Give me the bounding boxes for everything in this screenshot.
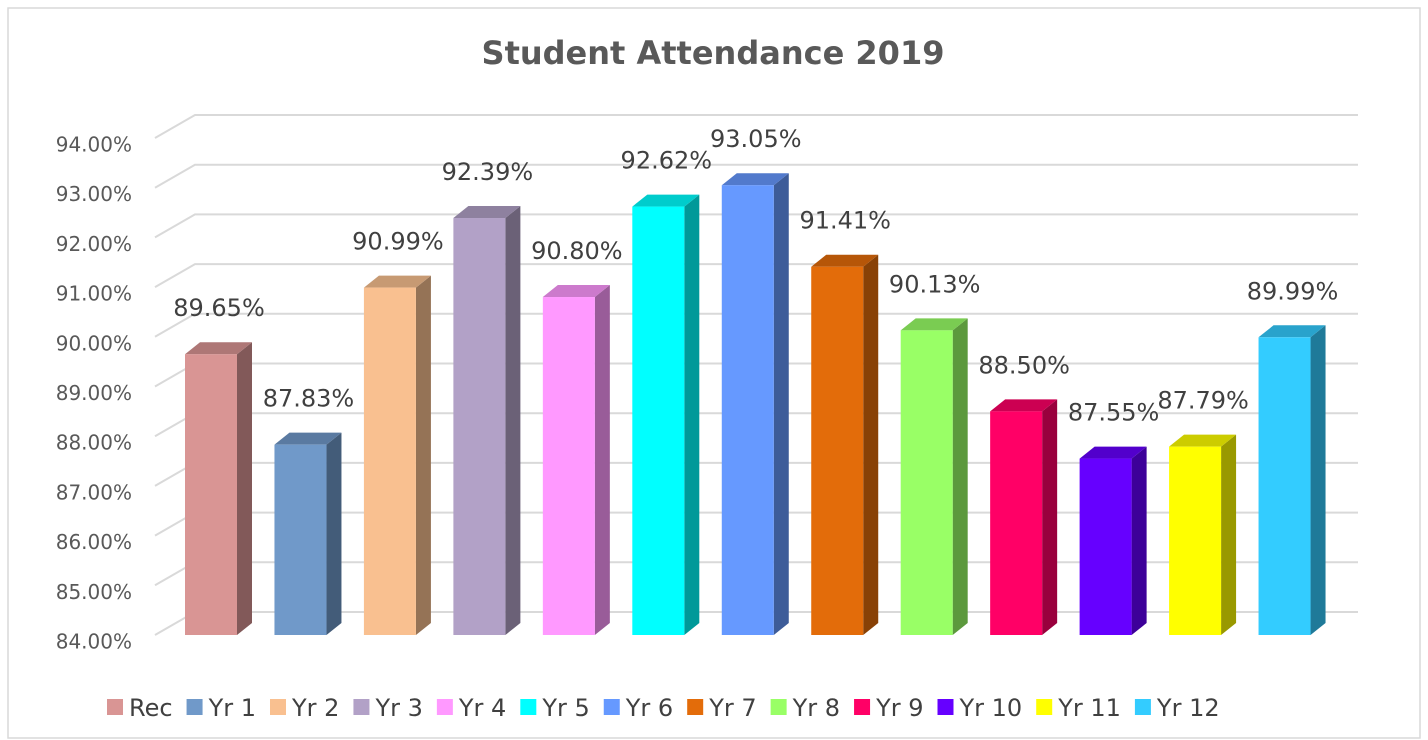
bar <box>274 444 327 635</box>
bar-top <box>1258 325 1326 338</box>
data-label: 89.65% <box>173 294 265 322</box>
grid-line <box>154 263 1358 288</box>
data-label: 90.99% <box>352 228 444 256</box>
data-label: 92.62% <box>621 147 713 175</box>
data-label: 87.79% <box>1157 387 1249 415</box>
bar <box>990 411 1043 635</box>
data-label: 90.80% <box>531 237 623 265</box>
legend-label: Yr 9 <box>875 694 923 722</box>
legend-label: Yr 11 <box>1057 694 1121 722</box>
bar <box>363 287 416 635</box>
data-label: 87.83% <box>263 385 355 413</box>
bar <box>721 185 774 635</box>
legend-swatch <box>603 699 620 715</box>
y-tick-label: 94.00% <box>56 133 132 157</box>
bar <box>542 297 595 635</box>
chart-title: Student Attendance 2019 <box>482 34 945 72</box>
y-tick-label: 86.00% <box>56 530 132 554</box>
data-label: 91.41% <box>799 207 891 235</box>
bar-side <box>1131 446 1147 635</box>
bar <box>900 330 953 635</box>
bar <box>1079 458 1132 635</box>
bar-side <box>1221 434 1237 635</box>
legend-label: Yr 8 <box>792 694 840 722</box>
bar-side <box>952 318 968 635</box>
legend-label: Yr 6 <box>625 694 673 722</box>
data-label: 90.13% <box>889 270 981 298</box>
bar-top <box>990 399 1058 412</box>
legend-swatch <box>937 699 954 715</box>
grid-line <box>154 213 1358 239</box>
bar <box>1169 446 1222 635</box>
legend-label: Yr 5 <box>541 694 589 722</box>
bar-top <box>274 432 342 445</box>
legend-swatch <box>687 699 704 715</box>
bar-side <box>415 275 431 635</box>
y-tick-label: 84.00% <box>56 630 132 654</box>
y-tick-label: 91.00% <box>56 282 132 306</box>
bar-top <box>1169 434 1237 447</box>
legend-swatch <box>520 699 537 715</box>
y-tick-label: 93.00% <box>56 182 132 206</box>
legend-label: Rec <box>129 694 173 722</box>
y-tick-label: 85.00% <box>56 580 132 604</box>
y-tick-label: 92.00% <box>56 232 132 256</box>
y-tick-label: 89.00% <box>56 381 132 405</box>
bar-side <box>684 194 700 635</box>
legend-swatch <box>1036 699 1053 715</box>
legend-swatch <box>107 699 123 715</box>
y-tick-label: 87.00% <box>56 480 132 504</box>
bar-top <box>453 206 521 219</box>
legend-label: Yr 10 <box>959 694 1023 722</box>
bar-top <box>721 173 789 186</box>
data-label: 88.50% <box>978 351 1070 379</box>
legend-swatch <box>770 699 787 715</box>
legend-swatch <box>353 699 370 715</box>
bar-top <box>900 318 968 331</box>
bar-side <box>237 342 252 635</box>
data-label: 92.39% <box>442 158 534 186</box>
grid-line <box>154 163 1358 189</box>
bar-side <box>594 285 610 635</box>
legend-label: Yr 12 <box>1156 694 1220 722</box>
bar-top <box>1079 446 1147 459</box>
bar-side <box>1310 325 1326 635</box>
data-label: 87.55% <box>1068 399 1160 427</box>
bar-side <box>326 432 342 635</box>
legend-swatch <box>186 699 203 715</box>
legend-swatch <box>436 699 453 715</box>
legend-swatch <box>1134 699 1151 715</box>
bar-side <box>863 254 879 635</box>
bar <box>453 218 506 635</box>
bar-top <box>185 342 252 355</box>
bar <box>811 266 864 635</box>
legend-label: Yr 3 <box>374 694 422 722</box>
bar-top <box>363 275 431 288</box>
bar-side <box>1042 399 1058 635</box>
data-label: 93.05% <box>710 125 802 153</box>
legend-label: Yr 7 <box>708 694 756 722</box>
legend-label: Yr 4 <box>458 694 506 722</box>
bar-side <box>773 173 789 635</box>
bar <box>632 206 685 635</box>
bar <box>185 354 237 635</box>
bar-top <box>632 194 700 207</box>
legend-swatch <box>270 699 286 715</box>
y-tick-label: 90.00% <box>56 331 132 355</box>
data-label: 89.99% <box>1247 277 1339 305</box>
legend-label: Yr 2 <box>291 694 339 722</box>
legend-swatch <box>854 699 871 715</box>
legend-label: Yr 1 <box>208 694 256 722</box>
grid-line <box>154 114 1358 139</box>
y-tick-label: 88.00% <box>56 431 132 455</box>
bar <box>1258 337 1311 635</box>
bar-top <box>542 285 610 298</box>
bar-top <box>811 254 879 267</box>
bar-side <box>505 206 521 635</box>
grid-line <box>154 312 1358 338</box>
